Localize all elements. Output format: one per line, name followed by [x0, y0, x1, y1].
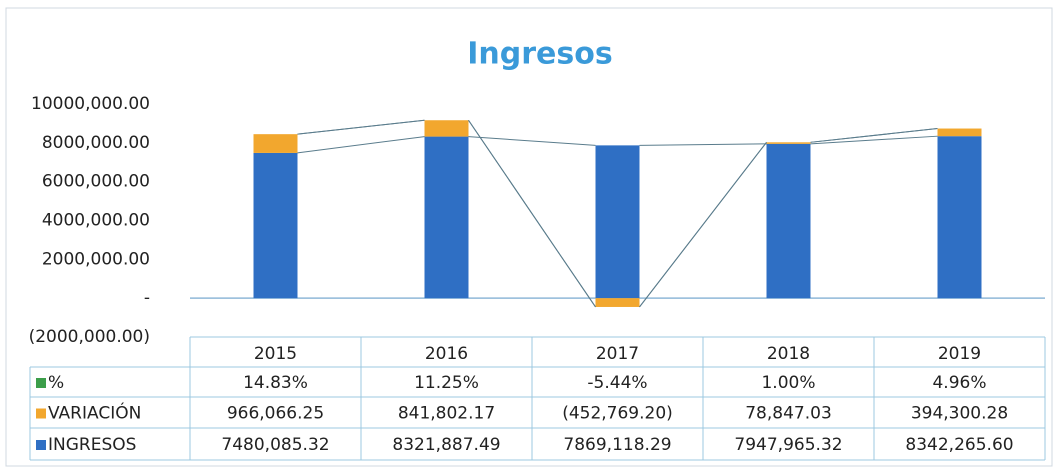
legend-swatch — [36, 440, 46, 450]
legend-swatch — [36, 378, 46, 388]
x-tick-label: 2018 — [767, 344, 810, 364]
table-value: 8321,887.49 — [392, 435, 500, 455]
legend-label: % — [48, 373, 64, 393]
series-line — [639, 143, 767, 146]
chart-title: Ingresos — [467, 37, 612, 72]
bar — [766, 143, 811, 299]
x-tick-label: 2016 — [425, 344, 468, 364]
y-tick-label: 6000,000.00 — [42, 172, 150, 192]
table-value: -5.44% — [587, 373, 647, 393]
y-tick-label: 8000,000.00 — [42, 133, 150, 153]
bar — [937, 128, 982, 137]
x-tick-label: 2015 — [254, 344, 297, 364]
chart-frame — [5, 7, 1053, 467]
bar — [424, 120, 469, 137]
y-tick-label: (2000,000.00) — [29, 327, 150, 347]
table-value: 394,300.28 — [911, 404, 1008, 424]
series-line — [468, 136, 596, 146]
bar — [424, 136, 469, 299]
y-tick-label: 10000,000.00 — [31, 94, 150, 114]
y-tick-label: 2000,000.00 — [42, 249, 150, 269]
series-line — [297, 119, 425, 135]
bar — [937, 136, 982, 299]
table-value: 14.83% — [243, 373, 308, 393]
table-value: 966,066.25 — [227, 404, 324, 424]
series-line — [810, 135, 938, 145]
y-tick-label: - — [144, 288, 150, 308]
series-line — [468, 119, 596, 308]
table-value: 7480,085.32 — [221, 435, 329, 455]
legend-label: INGRESOS — [48, 435, 136, 455]
legend-label: VARIACIÓN — [48, 402, 141, 424]
table-value: 7947,965.32 — [734, 435, 842, 455]
x-tick-label: 2019 — [938, 344, 981, 364]
bar — [766, 142, 811, 144]
bar — [595, 298, 640, 307]
bar — [253, 152, 298, 299]
series-line — [297, 136, 425, 154]
series-line — [810, 128, 938, 143]
table-value: 78,847.03 — [745, 404, 832, 424]
bar — [253, 134, 298, 153]
y-tick-label: 4000,000.00 — [42, 211, 150, 231]
table-value: 7869,118.29 — [563, 435, 671, 455]
table-value: (452,769.20) — [562, 404, 673, 424]
table-value: 841,802.17 — [398, 404, 495, 424]
table-value: 4.96% — [932, 373, 986, 393]
table-value: 1.00% — [761, 373, 815, 393]
x-tick-label: 2017 — [596, 344, 639, 364]
table-value: 8342,265.60 — [905, 435, 1013, 455]
table-value: 11.25% — [414, 373, 479, 393]
legend-swatch — [36, 408, 46, 419]
bar — [595, 145, 640, 299]
series-line — [639, 142, 767, 308]
